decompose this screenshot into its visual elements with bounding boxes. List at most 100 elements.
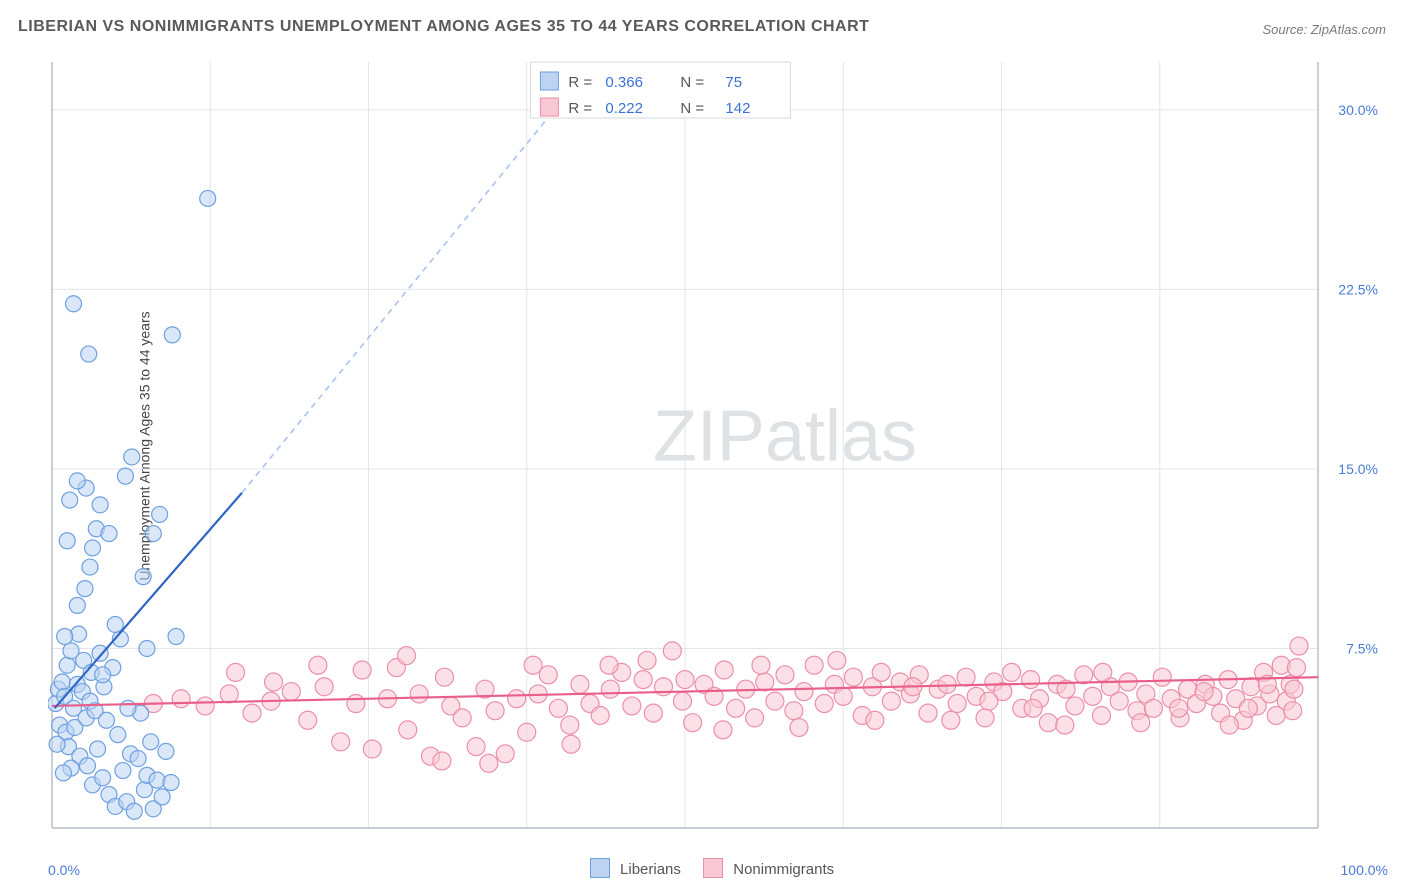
data-point-nonimmigrants (1075, 666, 1093, 684)
data-point-nonimmigrants (601, 680, 619, 698)
data-point-liberians (200, 190, 216, 206)
data-point-nonimmigrants (1170, 699, 1188, 717)
data-point-nonimmigrants (942, 711, 960, 729)
data-point-nonimmigrants (746, 709, 764, 727)
data-point-liberians (124, 449, 140, 465)
bottom-legend: Liberians Nonimmigrants (0, 858, 1406, 878)
data-point-liberians (115, 763, 131, 779)
legend-label-liberians: Liberians (620, 861, 681, 878)
data-point-liberians (62, 492, 78, 508)
data-point-liberians (126, 803, 142, 819)
data-point-liberians (59, 533, 75, 549)
data-point-liberians (90, 741, 106, 757)
data-point-liberians (135, 569, 151, 585)
data-point-nonimmigrants (518, 723, 536, 741)
data-point-nonimmigrants (1110, 692, 1128, 710)
legend-label-nonimmigrants: Nonimmigrants (733, 861, 834, 878)
data-point-liberians (59, 657, 75, 673)
data-point-liberians (54, 674, 70, 690)
data-point-nonimmigrants (399, 721, 417, 739)
data-point-nonimmigrants (299, 711, 317, 729)
data-point-nonimmigrants (727, 699, 745, 717)
data-point-nonimmigrants (1284, 702, 1302, 720)
data-point-nonimmigrants (638, 651, 656, 669)
data-point-nonimmigrants (1287, 659, 1305, 677)
data-point-nonimmigrants (1132, 714, 1150, 732)
stats-n-label: N = (680, 74, 704, 91)
data-point-nonimmigrants (785, 702, 803, 720)
data-point-nonimmigrants (243, 704, 261, 722)
data-point-liberians (69, 473, 85, 489)
data-point-nonimmigrants (1093, 706, 1111, 724)
data-point-liberians (71, 626, 87, 642)
data-point-nonimmigrants (676, 671, 694, 689)
data-point-liberians (163, 775, 179, 791)
stats-r-label: R = (568, 74, 592, 91)
data-point-nonimmigrants (815, 695, 833, 713)
data-point-liberians (164, 327, 180, 343)
data-point-nonimmigrants (220, 685, 238, 703)
data-point-liberians (101, 526, 117, 542)
data-point-nonimmigrants (1094, 663, 1112, 681)
data-point-liberians (139, 640, 155, 656)
data-point-nonimmigrants (805, 656, 823, 674)
data-point-liberians (82, 559, 98, 575)
data-point-nonimmigrants (1084, 687, 1102, 705)
data-point-nonimmigrants (976, 709, 994, 727)
stats-r-value: 0.222 (605, 100, 643, 117)
data-point-liberians (49, 736, 65, 752)
data-point-nonimmigrants (776, 666, 794, 684)
data-point-nonimmigrants (623, 697, 641, 715)
data-point-nonimmigrants (486, 702, 504, 720)
legend-swatch-nonimmigrants (703, 858, 723, 878)
x-axis-end-label: 100.0% (1341, 862, 1388, 878)
watermark: ZIPatlas (653, 396, 917, 476)
data-point-nonimmigrants (196, 697, 214, 715)
data-point-nonimmigrants (508, 690, 526, 708)
data-point-liberians (66, 296, 82, 312)
stats-swatch (540, 72, 558, 90)
data-point-liberians (143, 734, 159, 750)
data-point-nonimmigrants (1144, 699, 1162, 717)
stats-r-value: 0.366 (605, 74, 643, 91)
data-point-nonimmigrants (172, 690, 190, 708)
data-point-nonimmigrants (1003, 663, 1021, 681)
data-point-liberians (95, 770, 111, 786)
data-point-nonimmigrants (882, 692, 900, 710)
stats-n-value: 75 (725, 74, 742, 91)
data-point-nonimmigrants (1290, 637, 1308, 655)
y-tick-label: 30.0% (1338, 102, 1378, 118)
data-point-liberians (85, 540, 101, 556)
data-point-nonimmigrants (332, 733, 350, 751)
legend-swatch-liberians (590, 858, 610, 878)
data-point-nonimmigrants (752, 656, 770, 674)
plot-area: 7.5%15.0%22.5%30.0%ZIPatlasR =0.366N =75… (48, 58, 1388, 832)
data-point-liberians (117, 468, 133, 484)
data-point-nonimmigrants (756, 673, 774, 691)
data-point-liberians (158, 743, 174, 759)
data-point-liberians (110, 727, 126, 743)
data-point-nonimmigrants (957, 668, 975, 686)
data-point-liberians (69, 597, 85, 613)
scatter-plot-svg: 7.5%15.0%22.5%30.0%ZIPatlasR =0.366N =75… (48, 58, 1388, 832)
data-point-nonimmigrants (828, 651, 846, 669)
data-point-nonimmigrants (1195, 683, 1213, 701)
data-point-nonimmigrants (866, 711, 884, 729)
data-point-liberians (152, 506, 168, 522)
data-point-nonimmigrants (684, 714, 702, 732)
data-point-liberians (55, 765, 71, 781)
source-attribution: Source: ZipAtlas.com (1262, 22, 1386, 37)
data-point-nonimmigrants (600, 656, 618, 674)
data-point-nonimmigrants (397, 647, 415, 665)
data-point-nonimmigrants (1239, 699, 1257, 717)
stats-r-label: R = (568, 100, 592, 117)
data-point-nonimmigrants (1153, 668, 1171, 686)
data-point-nonimmigrants (227, 663, 245, 681)
data-point-liberians (154, 789, 170, 805)
stats-n-value: 142 (725, 100, 750, 117)
data-point-nonimmigrants (282, 683, 300, 701)
data-point-nonimmigrants (1285, 680, 1303, 698)
data-point-nonimmigrants (309, 656, 327, 674)
data-point-liberians (95, 667, 111, 683)
data-point-liberians (130, 751, 146, 767)
